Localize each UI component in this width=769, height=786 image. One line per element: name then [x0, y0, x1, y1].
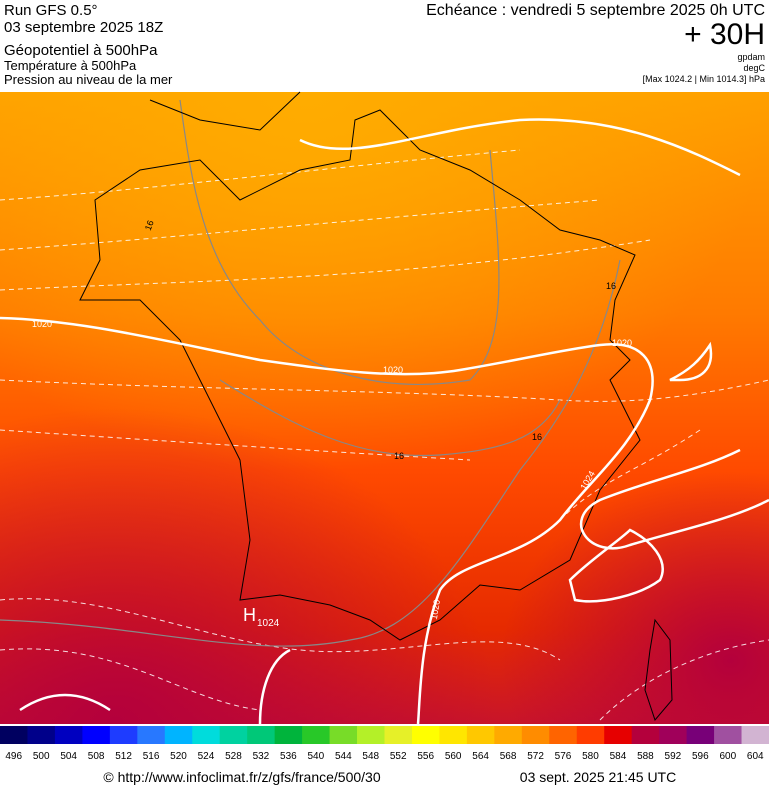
scale-label: 556: [417, 751, 434, 762]
scale-label: 568: [500, 751, 517, 762]
scale-label: 560: [445, 751, 462, 762]
lead: + 30H: [684, 18, 765, 51]
scale-cell: [411, 726, 440, 744]
scale-cell: [329, 726, 358, 744]
isotherm-label: 16: [532, 432, 542, 442]
run-date: 03 septembre 2025 18Z: [4, 19, 163, 36]
scale-label: 528: [225, 751, 242, 762]
scale-label: 536: [280, 751, 297, 762]
scale-label: 576: [555, 751, 572, 762]
scale-cell: [164, 726, 193, 744]
run: Run GFS 0.5°: [4, 2, 98, 19]
range: [Max 1024.2 | Min 1014.3] hPa: [643, 74, 765, 84]
footer-url: © http://www.infoclimat.fr/z/gfs/france/…: [103, 769, 380, 785]
scale-cell: [466, 726, 495, 744]
isotherm-label: 16: [606, 281, 616, 291]
scale-label: 580: [582, 751, 599, 762]
unit: degC: [743, 63, 765, 73]
scale-cell: [604, 726, 633, 744]
scale-cell: [302, 726, 331, 744]
isotherm-label: 16: [143, 219, 156, 232]
map: 1020 1020 1020 1024 1020 16 16 16 16 H 1…: [0, 91, 769, 725]
scale-cell: [741, 726, 769, 744]
scale-cell: [0, 726, 28, 744]
scale-label: 552: [390, 751, 407, 762]
scale-cell: [192, 726, 221, 744]
scale-cell: [521, 726, 550, 744]
isobar-label: 1020: [383, 365, 403, 375]
scale-cell: [686, 726, 715, 744]
field: Géopotentiel à 500hPa: [4, 42, 158, 59]
scale-cell: [384, 726, 413, 744]
scale-label: 496: [5, 751, 22, 762]
scale-cell: [549, 726, 578, 744]
scale-label: 532: [253, 751, 270, 762]
isobar-label: 1020: [612, 338, 632, 348]
scale-cell: [714, 726, 743, 744]
scale-cell: [494, 726, 523, 744]
scale-cell: [54, 726, 83, 744]
scale-cell: [247, 726, 276, 744]
field3: Pression au niveau de la mer: [4, 72, 173, 87]
isotherm-label: 16: [394, 451, 404, 461]
field2: Température à 500hPa: [4, 58, 137, 73]
scale-cell: [576, 726, 605, 744]
scale-label: 584: [610, 751, 627, 762]
scale-label: 564: [472, 751, 489, 762]
isobar-label: 1020: [32, 319, 52, 329]
scale-label: 512: [115, 751, 132, 762]
scale-label: 592: [665, 751, 682, 762]
unit: gpdam: [737, 52, 765, 62]
scale-cell: [137, 726, 166, 744]
scale-label: 524: [198, 751, 215, 762]
scale-label: 604: [747, 751, 764, 762]
scale-label: 572: [527, 751, 544, 762]
high-symbol: H: [243, 605, 256, 625]
scale-cell: [109, 726, 138, 744]
scale-cell: [631, 726, 660, 744]
scale-label: 508: [88, 751, 105, 762]
scale-label: 516: [143, 751, 160, 762]
footer-timestamp: 03 sept. 2025 21:45 UTC: [520, 769, 676, 785]
scale-label: 548: [362, 751, 379, 762]
scale-label: 600: [719, 751, 736, 762]
scale-cell: [27, 726, 56, 744]
scale-cell: [219, 726, 248, 744]
scale-cell: [274, 726, 303, 744]
scale-label: 540: [307, 751, 324, 762]
scale-cell: [439, 726, 468, 744]
echeance: Echéance : vendredi 5 septembre 2025 0h …: [426, 2, 765, 19]
scale-label: 588: [637, 751, 654, 762]
scale-cell: [659, 726, 688, 744]
scale-label: 596: [692, 751, 709, 762]
isobar-label: 1020: [429, 599, 442, 620]
scale-label: 520: [170, 751, 187, 762]
scale-label: 500: [33, 751, 50, 762]
scale-cell: [82, 726, 111, 744]
scale-label: 544: [335, 751, 352, 762]
scale-cell: [357, 726, 385, 744]
scale-label: 504: [60, 751, 77, 762]
color-scale: 496 500 504 508 512 516 520 524 528 532 536 540 544 5…: [0, 726, 769, 762]
high-value: 1024: [257, 618, 280, 629]
